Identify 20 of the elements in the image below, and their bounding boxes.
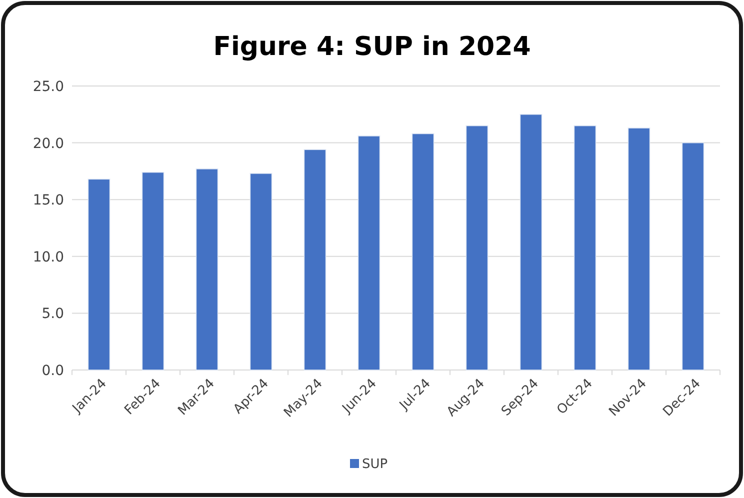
bar: [574, 125, 596, 370]
legend-label: SUP: [362, 457, 388, 472]
y-tick-label: 0.0: [42, 363, 64, 379]
bar: [88, 178, 110, 370]
bar: [142, 172, 164, 370]
bar: [520, 114, 542, 370]
bar: [196, 168, 218, 370]
y-tick-label: 15.0: [32, 192, 64, 209]
y-tick-label: 5.0: [42, 306, 64, 322]
y-tick-label: 20.0: [32, 136, 64, 152]
y-tick-label: 25.0: [32, 79, 64, 95]
bar: [358, 136, 380, 370]
bar: [682, 142, 704, 370]
bar: [628, 128, 650, 370]
bar: [466, 125, 488, 370]
bar: [250, 173, 272, 370]
bar: [304, 149, 326, 370]
chart-title: Figure 4: SUP in 2024: [213, 32, 531, 62]
y-tick-label: 10.0: [32, 249, 64, 266]
bar: [412, 133, 434, 370]
